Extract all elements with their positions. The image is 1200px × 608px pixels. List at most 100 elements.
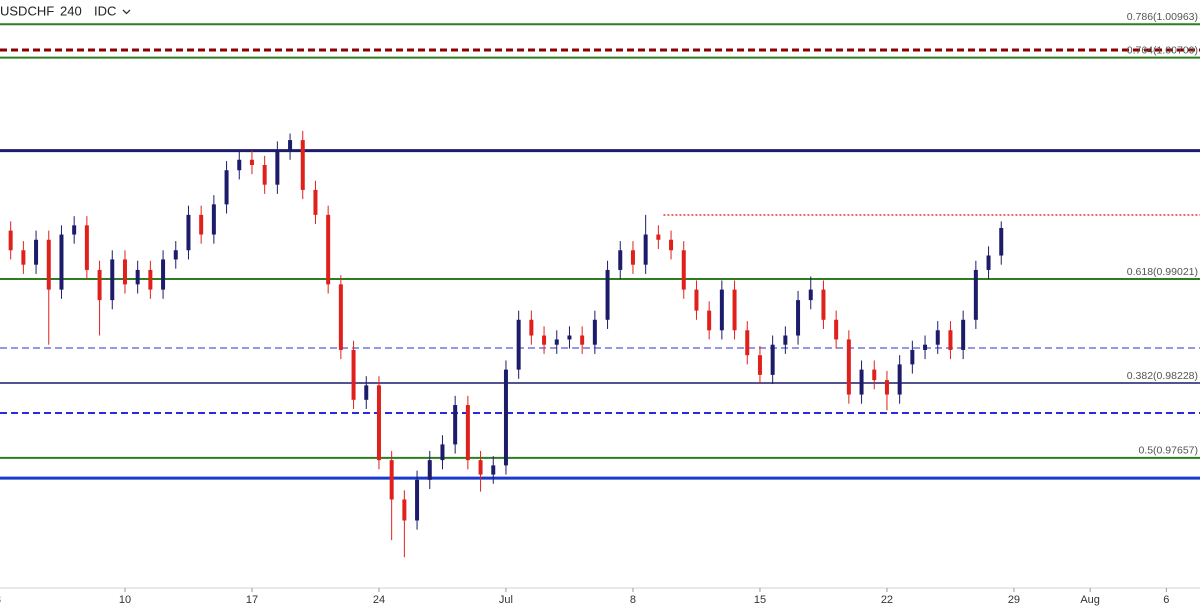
candle-body [605, 269, 610, 320]
candle-body [440, 444, 445, 461]
candle-body [796, 300, 801, 336]
candle-body [656, 234, 661, 240]
candle-body [288, 140, 293, 151]
candle-body [770, 344, 775, 375]
symbol: USDCHF [0, 3, 54, 18]
candle-body [97, 269, 102, 301]
candle-body [757, 355, 762, 375]
candle-body [630, 250, 635, 265]
candle-body [313, 189, 318, 215]
candle-body [453, 405, 458, 445]
candle-body [237, 159, 242, 171]
level-label: 0.786(1.00963) [1127, 11, 1198, 23]
x-tick-label: 29 [1008, 594, 1020, 606]
candle-body [910, 349, 915, 365]
candle-body [249, 159, 254, 166]
candle-body [338, 284, 343, 350]
candle-body [148, 269, 153, 290]
candle-body [846, 339, 851, 395]
candle-body [745, 330, 750, 356]
candle-body [224, 170, 229, 205]
candle-body [897, 364, 902, 395]
candle-body [503, 369, 508, 466]
candle-body [8, 230, 13, 251]
candle-body [46, 239, 51, 290]
candle-body [402, 499, 407, 521]
level-label: 0.5(0.97657) [1138, 445, 1198, 457]
candle-body [567, 335, 572, 340]
x-axis: 3 10 17 24 Jul 8 15 22 29 Aug 6 [0, 588, 1169, 606]
candle-body [161, 259, 166, 290]
candle-body [300, 140, 305, 190]
candle-body [884, 380, 889, 395]
candle-body [859, 369, 864, 395]
candle-body [999, 227, 1004, 256]
candle-body [351, 349, 356, 400]
candle-body [618, 250, 623, 270]
candle-body [961, 319, 966, 350]
x-tick-label: 17 [246, 594, 258, 606]
candle-body [643, 234, 648, 265]
x-tick-label: 10 [119, 594, 131, 606]
candle-body [34, 239, 39, 265]
x-tick-label: 24 [373, 594, 385, 606]
levels: 0.786(1.00963) 0.764(1.00709) 0.618(0.9902… [0, 11, 1200, 480]
candle-body [592, 319, 597, 345]
candle-body [973, 269, 978, 320]
candle-body [681, 250, 686, 290]
candle-body [707, 310, 712, 331]
interval: 240 [60, 3, 82, 18]
level-label: 0.382(0.98228) [1127, 370, 1198, 382]
x-tick-label: 22 [881, 594, 893, 606]
candle-body [173, 250, 178, 260]
candle-body [135, 269, 140, 285]
candle-body [326, 214, 331, 285]
candle-body [516, 319, 521, 370]
candle-body [719, 289, 724, 331]
candle-body [529, 319, 534, 336]
candle-body [948, 330, 953, 350]
candle-body [669, 239, 674, 251]
level-label: 0.618(0.99021) [1127, 266, 1198, 278]
candle-body [186, 214, 191, 251]
candle-body [808, 289, 813, 301]
candle-body [211, 204, 216, 235]
candle-body [465, 405, 470, 461]
candle-body [694, 289, 699, 311]
x-tick-label: 15 [754, 594, 766, 606]
candle-body [923, 344, 928, 350]
candle-body [554, 339, 559, 345]
x-tick-label: 8 [630, 594, 636, 606]
candle-body [986, 255, 991, 270]
x-tick-label: Aug [1080, 594, 1100, 606]
candle-body [491, 465, 496, 475]
candle-body [199, 214, 204, 235]
candle-body [783, 335, 788, 345]
candle-body [262, 165, 267, 185]
candle-body [478, 460, 483, 475]
candle-body [376, 385, 381, 461]
candle-body [72, 225, 77, 235]
candles [8, 130, 1004, 558]
x-tick-label: 3 [0, 594, 1, 606]
candle-body [389, 460, 394, 500]
candle-body [275, 150, 280, 185]
candle-body [415, 479, 420, 521]
candle-body [21, 250, 26, 265]
candle-body [84, 225, 89, 270]
candle-body [732, 289, 737, 331]
x-tick-label: Jul [499, 594, 513, 606]
candle-body [580, 335, 585, 345]
candle-body [110, 259, 115, 301]
chevron [122, 9, 131, 15]
candle-body [122, 259, 127, 285]
candle-body [542, 335, 547, 345]
candle-body [59, 234, 64, 290]
candle-body [821, 289, 826, 320]
candle-body [427, 460, 432, 480]
x-tick-label: 6 [1163, 594, 1169, 606]
candle-body [364, 385, 369, 400]
candle-body [834, 319, 839, 340]
candle-body [872, 369, 877, 381]
